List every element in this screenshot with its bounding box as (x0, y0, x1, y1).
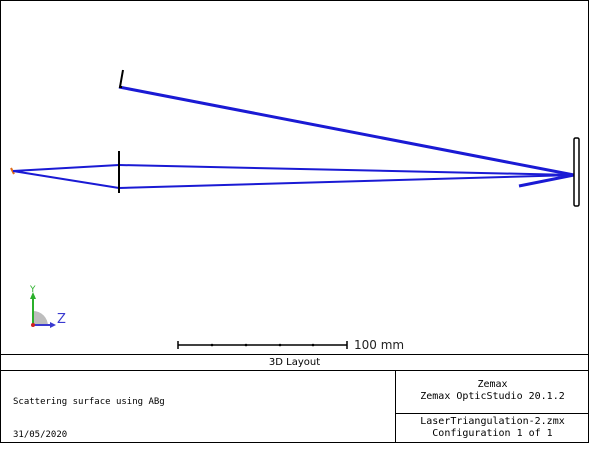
axis-y-label: Y (29, 285, 36, 295)
scale-bar (177, 341, 348, 349)
ray-lower-incoming (12, 170, 120, 189)
product-name: Zemax OpticStudio 20.1.2 (420, 391, 565, 402)
file-name: LaserTriangulation-2.zmx (420, 416, 565, 427)
layout-plot[interactable]: Y Z (1, 1, 588, 354)
ray-upper-to-target (118, 164, 575, 176)
source-marker (10, 167, 15, 175)
scale-bar-ticks (210, 343, 315, 347)
configuration-label: Configuration 1 of 1 (432, 428, 553, 439)
ray-scattered-long (118, 85, 575, 177)
product-block: Zemax Zemax OpticStudio 20.1.2 (395, 371, 589, 414)
axis-triad: Y Z (29, 285, 66, 328)
scale-label: 100 mm (354, 338, 405, 352)
axis-z-label: Z (57, 312, 66, 327)
ray-bundle (12, 85, 575, 189)
info-block: Scattering surface using ABg 31/05/2020 … (1, 371, 589, 442)
company-name: Zemax (477, 379, 508, 390)
file-block: LaserTriangulation-2.zmx Configuration 1… (395, 414, 589, 442)
scattering-surface (573, 137, 580, 207)
note-line: 31/05/2020 (13, 430, 68, 440)
ray-scattered-short (518, 173, 575, 188)
notes-block: Scattering surface using ABg 31/05/2020 (13, 375, 165, 463)
ray-lower-to-target (118, 174, 575, 189)
ray-upper-incoming (12, 164, 120, 172)
view-title: 3D Layout (1, 354, 588, 371)
note-line: Scattering surface using ABg (13, 397, 165, 407)
layout-window: Y Z 100 mm 3D Layout Scattering surface … (0, 0, 589, 443)
detector-element (118, 69, 124, 88)
